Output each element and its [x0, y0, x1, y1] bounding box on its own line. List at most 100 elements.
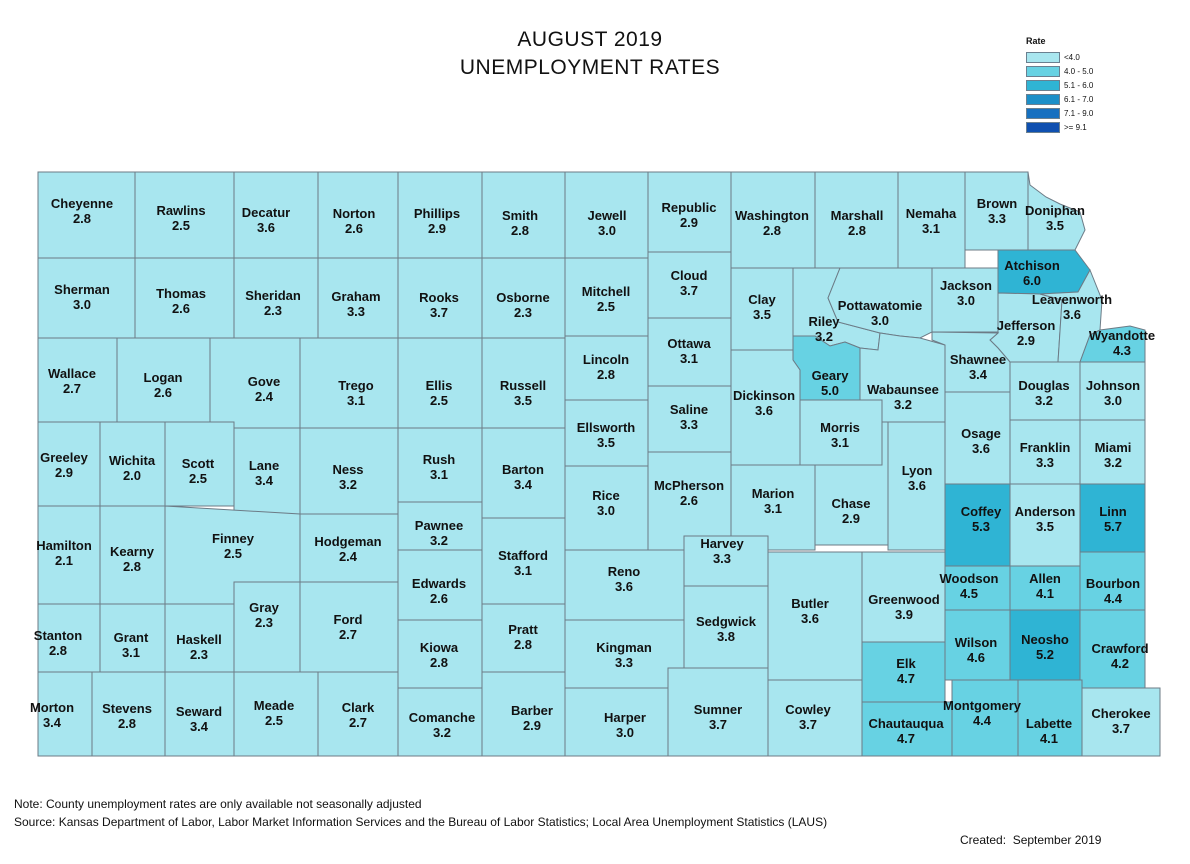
county-rate-pottawatomie: 3.0: [871, 313, 889, 328]
county-rate-stevens: 2.8: [118, 716, 136, 731]
county-rate-grant: 3.1: [122, 645, 140, 660]
county-name-clark: Clark: [342, 700, 375, 715]
county-hamilton: [37, 505, 101, 605]
county-rate-lane: 3.4: [255, 473, 274, 488]
county-name-cowley: Cowley: [785, 702, 831, 717]
county-name-woodson: Woodson: [940, 571, 999, 586]
county-name-brown: Brown: [977, 196, 1018, 211]
county-ness: [299, 427, 399, 515]
county-greenwood: [861, 551, 946, 643]
county-name-butler: Butler: [791, 596, 829, 611]
county-rate-scott: 2.5: [189, 471, 207, 486]
county-name-greenwood: Greenwood: [868, 592, 940, 607]
county-rate-jackson: 3.0: [957, 293, 975, 308]
county-rate-morris: 3.1: [831, 435, 849, 450]
county-name-lyon: Lyon: [902, 463, 933, 478]
county-jewell: [564, 171, 649, 259]
county-rate-osage: 3.6: [972, 441, 990, 456]
county-kiowa: [397, 619, 483, 689]
county-harvey: [683, 535, 769, 587]
legend-item: 4.0 - 5.0: [1026, 65, 1093, 77]
county-stafford: [481, 517, 566, 605]
county-rate-dickinson: 3.6: [755, 403, 773, 418]
county-name-stafford: Stafford: [498, 548, 548, 563]
county-grant: [99, 603, 166, 673]
county-rate-atchison: 6.0: [1023, 273, 1041, 288]
county-rate-bourbon: 4.4: [1104, 591, 1123, 606]
county-douglas: [1009, 361, 1081, 421]
county-name-finney: Finney: [212, 531, 255, 546]
county-name-allen: Allen: [1029, 571, 1061, 586]
county-rate-wichita: 2.0: [123, 468, 141, 483]
county-name-morton: Morton: [30, 700, 74, 715]
county-ellsworth: [564, 399, 649, 467]
county-name-linn: Linn: [1099, 504, 1126, 519]
county-norton: [317, 171, 399, 259]
county-rate-crawford: 4.2: [1111, 656, 1129, 671]
county-name-republic: Republic: [662, 200, 717, 215]
county-rate-stafford: 3.1: [514, 563, 532, 578]
county-johnson: [1079, 361, 1146, 421]
county-rate-stanton: 2.8: [49, 643, 67, 658]
county-name-barber: Barber: [511, 703, 553, 718]
county-name-pottawatomie: Pottawatomie: [838, 298, 923, 313]
county-pratt: [481, 603, 566, 673]
county-name-phillips: Phillips: [414, 206, 460, 221]
legend-label: 5.1 - 6.0: [1064, 80, 1094, 90]
county-rate-ottawa: 3.1: [680, 351, 698, 366]
county-rate-hamilton: 2.1: [55, 553, 73, 568]
county-rate-rush: 3.1: [430, 467, 448, 482]
county-rate-ellsworth: 3.5: [597, 435, 615, 450]
county-name-montgomery: Montgomery: [943, 698, 1022, 713]
county-rate-gray: 2.3: [255, 615, 273, 630]
county-rate-seward: 3.4: [190, 719, 209, 734]
county-name-shawnee: Shawnee: [950, 352, 1006, 367]
county-clay: [730, 267, 794, 351]
county-bourbon: [1079, 551, 1146, 611]
county-lyon: [887, 421, 946, 551]
county-rate-butler: 3.6: [801, 611, 819, 626]
county-name-lane: Lane: [249, 458, 279, 473]
county-name-wallace: Wallace: [48, 366, 96, 381]
county-name-meade: Meade: [254, 698, 294, 713]
county-name-russell: Russell: [500, 378, 546, 393]
county-rate-lyon: 3.6: [908, 478, 926, 493]
county-woodson: [944, 565, 1011, 611]
county-rate-rooks: 3.7: [430, 305, 448, 320]
county-rate-lincoln: 2.8: [597, 367, 615, 382]
map-title-line1: AUGUST 2019: [517, 28, 663, 51]
county-rate-greenwood: 3.9: [895, 607, 913, 622]
county-name-wyandotte: Wyandotte: [1089, 328, 1155, 343]
county-rate-wyandotte: 4.3: [1113, 343, 1131, 358]
county-name-decatur: Decatur: [242, 205, 290, 220]
legend-label: >= 9.1: [1064, 122, 1087, 132]
county-barber: [481, 671, 566, 757]
county-name-sherman: Sherman: [54, 282, 110, 297]
county-rate-shawnee: 3.4: [969, 367, 988, 382]
county-mitchell: [564, 257, 649, 337]
legend-swatch: [1026, 79, 1060, 91]
county-name-lincoln: Lincoln: [583, 352, 629, 367]
county-rate-marshall: 2.8: [848, 223, 866, 238]
county-rate-jefferson: 2.9: [1017, 333, 1035, 348]
county-rate-cherokee: 3.7: [1112, 721, 1130, 736]
map-title-line2: UNEMPLOYMENT RATES: [459, 56, 721, 79]
county-neosho: [1009, 609, 1081, 681]
county-miami: [1079, 419, 1146, 485]
county-rate-barber: 2.9: [523, 718, 541, 733]
note-text: Note: County unemployment rates are only…: [14, 797, 422, 811]
county-cheyenne: [37, 171, 136, 259]
county-thomas: [134, 257, 235, 339]
county-name-chautauqua: Chautauqua: [868, 716, 944, 731]
county-rate-graham: 3.3: [347, 304, 365, 319]
county-cherokee: [1081, 687, 1161, 757]
county-comanche: [397, 687, 483, 757]
county-rate-franklin: 3.3: [1036, 455, 1054, 470]
county-rate-sedgwick: 3.8: [717, 629, 735, 644]
county-rate-montgomery: 4.4: [973, 713, 992, 728]
county-name-marion: Marion: [752, 486, 795, 501]
county-name-pratt: Pratt: [508, 622, 538, 637]
county-name-rush: Rush: [423, 452, 456, 467]
county-logan: [116, 337, 211, 423]
county-rate-geary: 5.0: [821, 383, 839, 398]
